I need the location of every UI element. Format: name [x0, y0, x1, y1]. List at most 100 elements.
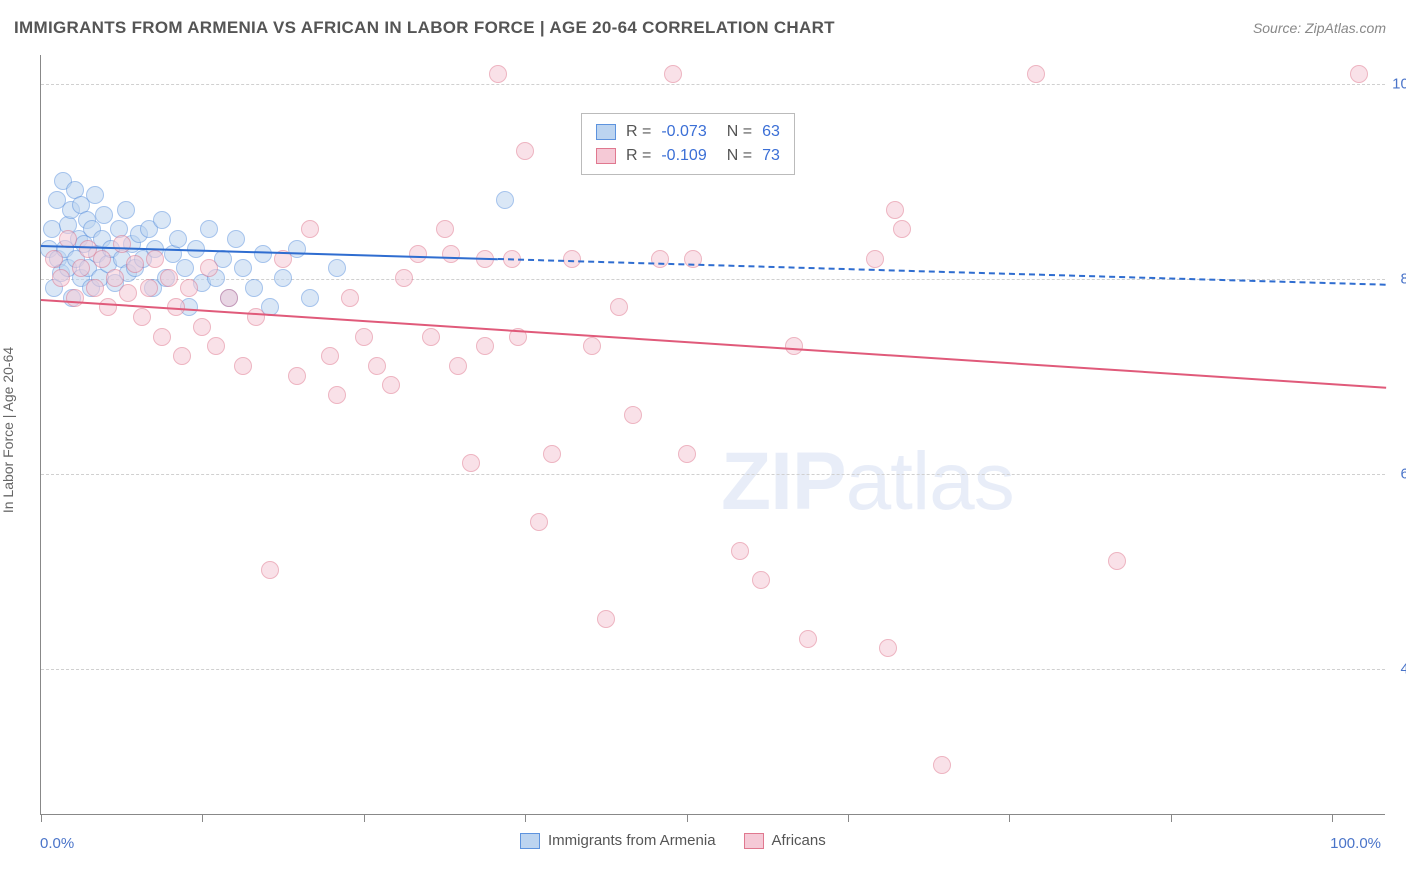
gridline [41, 669, 1385, 670]
data-point [176, 259, 194, 277]
x-tick [364, 814, 365, 822]
data-point [597, 610, 615, 628]
chart-container: IMMIGRANTS FROM ARMENIA VS AFRICAN IN LA… [0, 0, 1406, 892]
y-tick-label: 80.0% [1400, 271, 1406, 288]
data-point [220, 289, 238, 307]
y-tick-label: 100.0% [1392, 76, 1406, 93]
data-point [160, 269, 178, 287]
y-axis-title: In Labor Force | Age 20-64 [0, 347, 16, 513]
data-point [785, 337, 803, 355]
x-tick [525, 814, 526, 822]
data-point [86, 279, 104, 297]
data-point [1350, 65, 1368, 83]
data-point [496, 191, 514, 209]
data-point [341, 289, 359, 307]
legend-label-armenia: Immigrants from Armenia [548, 832, 716, 849]
data-point [886, 201, 904, 219]
data-point [355, 328, 373, 346]
gridline [41, 474, 1385, 475]
data-point [328, 259, 346, 277]
data-point [140, 279, 158, 297]
swatch-africans-icon [744, 833, 764, 849]
x-tick [1332, 814, 1333, 822]
data-point [563, 250, 581, 268]
data-point [261, 561, 279, 579]
x-tick [1171, 814, 1172, 822]
data-point [200, 220, 218, 238]
data-point [1108, 552, 1126, 570]
data-point [126, 255, 144, 273]
series-legend: Immigrants from Armenia Africans [520, 832, 826, 849]
watermark: ZIPatlas [721, 435, 1014, 529]
data-point [113, 235, 131, 253]
legend-item-africans: Africans [744, 832, 826, 849]
data-point [86, 186, 104, 204]
data-point [328, 386, 346, 404]
data-point [1027, 65, 1045, 83]
data-point [664, 65, 682, 83]
data-point [66, 289, 84, 307]
legend-item-armenia: Immigrants from Armenia [520, 832, 716, 849]
data-point [180, 279, 198, 297]
data-point [119, 284, 137, 302]
swatch-africans [596, 148, 616, 164]
x-tick [41, 814, 42, 822]
swatch-armenia [596, 124, 616, 140]
plot-area: ZIPatlas R = -0.073 N = 63 R = -0.109 N … [40, 55, 1385, 815]
n-value-armenia: 63 [762, 120, 780, 144]
correlation-legend: R = -0.073 N = 63 R = -0.109 N = 73 [581, 113, 795, 175]
trend-line [41, 299, 1386, 389]
watermark-atlas: atlas [846, 436, 1014, 527]
x-axis-max-label: 100.0% [1330, 835, 1381, 852]
data-point [409, 245, 427, 263]
trend-line [498, 258, 1386, 286]
data-point [462, 454, 480, 472]
n-label: N = [727, 120, 752, 144]
watermark-zip: ZIP [721, 436, 846, 527]
chart-title: IMMIGRANTS FROM ARMENIA VS AFRICAN IN LA… [14, 18, 835, 38]
data-point [95, 206, 113, 224]
legend-row-armenia: R = -0.073 N = 63 [596, 120, 780, 144]
data-point [395, 269, 413, 287]
data-point [799, 630, 817, 648]
data-point [752, 571, 770, 589]
data-point [436, 220, 454, 238]
data-point [247, 308, 265, 326]
r-label: R = [626, 120, 651, 144]
data-point [133, 308, 151, 326]
r-value-armenia: -0.073 [661, 120, 706, 144]
data-point [678, 445, 696, 463]
data-point [476, 337, 494, 355]
data-point [99, 298, 117, 316]
data-point [731, 542, 749, 560]
data-point [489, 65, 507, 83]
data-point [449, 357, 467, 375]
x-tick [687, 814, 688, 822]
x-tick [202, 814, 203, 822]
data-point [146, 250, 164, 268]
y-tick-label: 40.0% [1400, 660, 1406, 677]
data-point [368, 357, 386, 375]
data-point [227, 230, 245, 248]
x-tick [1009, 814, 1010, 822]
data-point [117, 201, 135, 219]
data-point [93, 250, 111, 268]
data-point [422, 328, 440, 346]
data-point [245, 279, 263, 297]
data-point [106, 269, 124, 287]
data-point [193, 318, 211, 336]
data-point [583, 337, 601, 355]
data-point [543, 445, 561, 463]
data-point [624, 406, 642, 424]
data-point [516, 142, 534, 160]
source-attribution: Source: ZipAtlas.com [1253, 20, 1386, 36]
x-axis-min-label: 0.0% [40, 835, 74, 852]
data-point [879, 639, 897, 657]
gridline [41, 84, 1385, 85]
legend-row-africans: R = -0.109 N = 73 [596, 144, 780, 168]
swatch-armenia-icon [520, 833, 540, 849]
legend-label-africans: Africans [772, 832, 826, 849]
data-point [234, 259, 252, 277]
data-point [610, 298, 628, 316]
data-point [321, 347, 339, 365]
